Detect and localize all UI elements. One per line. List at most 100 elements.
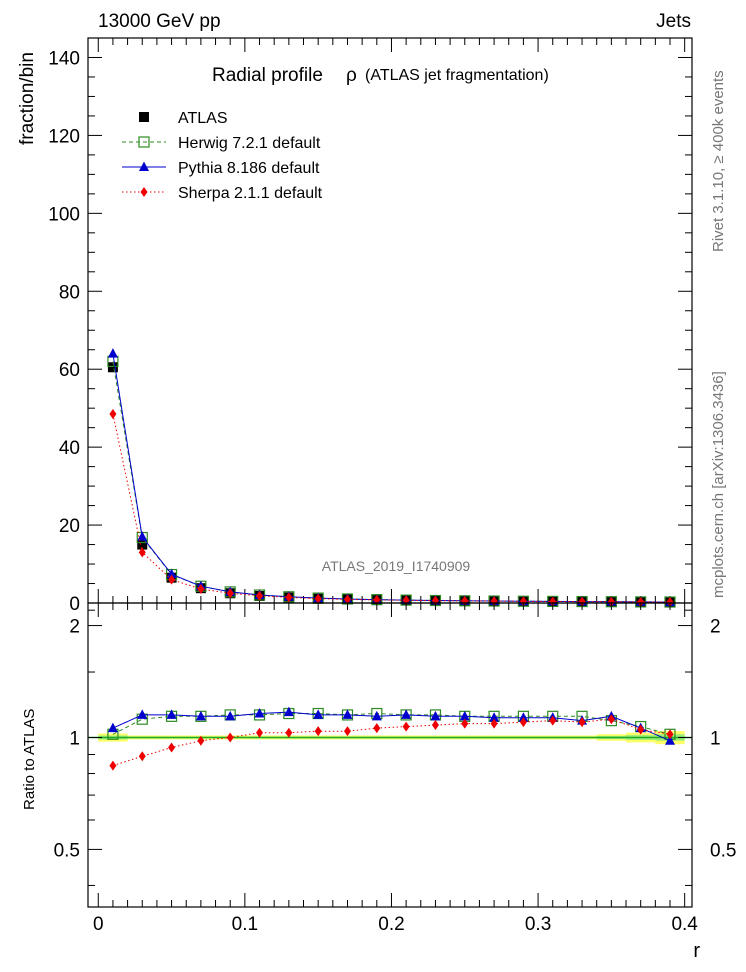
ratio-data-point (197, 735, 205, 746)
main-data-point (519, 596, 527, 607)
main-data-point (549, 596, 557, 607)
ratio-y-tick-label: 0.5 (54, 840, 80, 861)
legend-marker (140, 187, 148, 197)
main-y-tick-label: 140 (48, 48, 80, 69)
ratio-y-tick-label: 1 (69, 728, 80, 749)
legend-item: Sherpa 2.1.1 default (122, 185, 323, 202)
main-y-tick-label: 20 (59, 516, 80, 537)
x-tick-label: 0.4 (671, 914, 698, 935)
legend-marker (138, 136, 150, 148)
x-axis-title: r (693, 940, 700, 962)
ratio-data-point (490, 718, 498, 729)
ratio-data-point (166, 709, 177, 719)
ratio-y-tick-label: 2 (69, 617, 80, 638)
x-tick-label: 0.1 (232, 914, 258, 935)
main-data-point (226, 588, 234, 599)
ratio-data-point (461, 718, 469, 729)
ratio-y-tick-label-right: 2 (710, 617, 721, 638)
legend-label: Sherpa 2.1.1 default (178, 185, 323, 202)
ratio-plot-area (88, 706, 692, 771)
legend-label: Pythia 8.186 default (178, 160, 320, 177)
ratio-series-line (112, 718, 671, 767)
ratio-data-point (285, 727, 293, 738)
header-process: Jets (656, 11, 691, 32)
main-title-symbol: ρ (346, 65, 357, 86)
ratio-data-point (518, 712, 529, 722)
main-data-point (285, 592, 293, 603)
ratio-data-point (402, 721, 410, 732)
main-series (109, 409, 674, 608)
ratio-data-point (666, 729, 674, 740)
ratio-data-point (373, 723, 381, 734)
main-data-point (137, 531, 148, 541)
ratio-data-point (371, 710, 382, 721)
ratio-data-point (637, 724, 645, 735)
ratio-data-point (313, 709, 324, 719)
rivet-version-label: Rivet 3.1.10, ≥ 400k events (710, 70, 727, 252)
ratio-data-point (459, 710, 470, 721)
main-y-axis-title: fraction/bin (17, 52, 38, 145)
ratio-data-point (519, 717, 527, 728)
ratio-y-axis-title: Ratio to ATLAS (21, 709, 38, 810)
main-panel: 0 20 40 60 80 100 120 140 (48, 37, 693, 615)
ratio-data-point (343, 726, 351, 737)
ratio-data-point (107, 722, 118, 733)
main-data-point (666, 597, 674, 608)
ratio-data-point (314, 726, 322, 737)
ratio-data-point (489, 712, 500, 722)
ratio-data-point (109, 760, 117, 771)
main-data-point (197, 583, 205, 594)
ratio-y-tick-label-right: 0.5 (710, 840, 736, 861)
main-y-tick-label: 120 (48, 126, 80, 147)
ratio-data-point (401, 709, 412, 719)
ratio-data-point (225, 710, 236, 721)
main-y-tick-label: 0 (69, 594, 80, 615)
ratio-data-point (226, 732, 234, 743)
legend-item: ATLAS (139, 110, 228, 127)
legend-item: Herwig 7.2.1 default (122, 135, 321, 152)
ratio-data-point (549, 715, 557, 726)
mcplots-label: mcplots.cern.ch [arXiv:1306.3436] (710, 371, 727, 598)
main-data-point (109, 409, 117, 420)
ratio-data-point (665, 735, 676, 745)
main-series-line (112, 413, 671, 603)
ratio-data-point (431, 720, 439, 731)
ratio-panel: 0.5 0.5 1 1 2 2 0 0.1 0.2 0.3 0.4 (54, 602, 736, 935)
ratio-data-point (256, 727, 264, 738)
main-y-tick-label: 100 (48, 204, 80, 225)
x-tick-label: 0.2 (378, 914, 404, 935)
x-tick-label: 0.3 (525, 914, 551, 935)
ratio-data-point (430, 710, 441, 721)
main-data-point (107, 362, 118, 373)
legend-label: ATLAS (178, 110, 228, 127)
main-data-point (107, 348, 118, 358)
main-data-point (138, 547, 146, 558)
main-title: Radial profile (212, 65, 323, 86)
ratio-data-point (578, 717, 586, 728)
main-y-tick-label: 80 (59, 282, 80, 303)
main-data-point (637, 596, 645, 607)
ratio-data-point (342, 709, 353, 719)
ratio-series (107, 707, 676, 740)
legend-item: Pythia 8.186 default (122, 160, 320, 177)
main-data-point (343, 594, 351, 605)
ratio-series-line (112, 711, 671, 742)
ratio-data-point (168, 742, 176, 753)
legend-label: Herwig 7.2.1 default (178, 135, 321, 152)
ratio-data-point (195, 710, 206, 721)
legend: ATLAS Herwig 7.2.1 default Pythia 8.186 de… (122, 110, 323, 202)
main-data-point (578, 596, 586, 607)
ratio-series-line (112, 712, 671, 735)
ratio-data-point (137, 709, 148, 719)
ratio-y-tick-label-right: 1 (710, 728, 721, 749)
ratio-data-point (283, 706, 294, 717)
ratio-series (109, 714, 674, 771)
main-data-point (607, 596, 615, 607)
main-data-point (166, 568, 177, 579)
main-y-tick-label: 60 (59, 360, 80, 381)
main-data-point (168, 574, 176, 585)
legend-marker (139, 161, 149, 171)
x-tick-label: 0 (93, 914, 104, 935)
ratio-data-point (138, 751, 146, 762)
